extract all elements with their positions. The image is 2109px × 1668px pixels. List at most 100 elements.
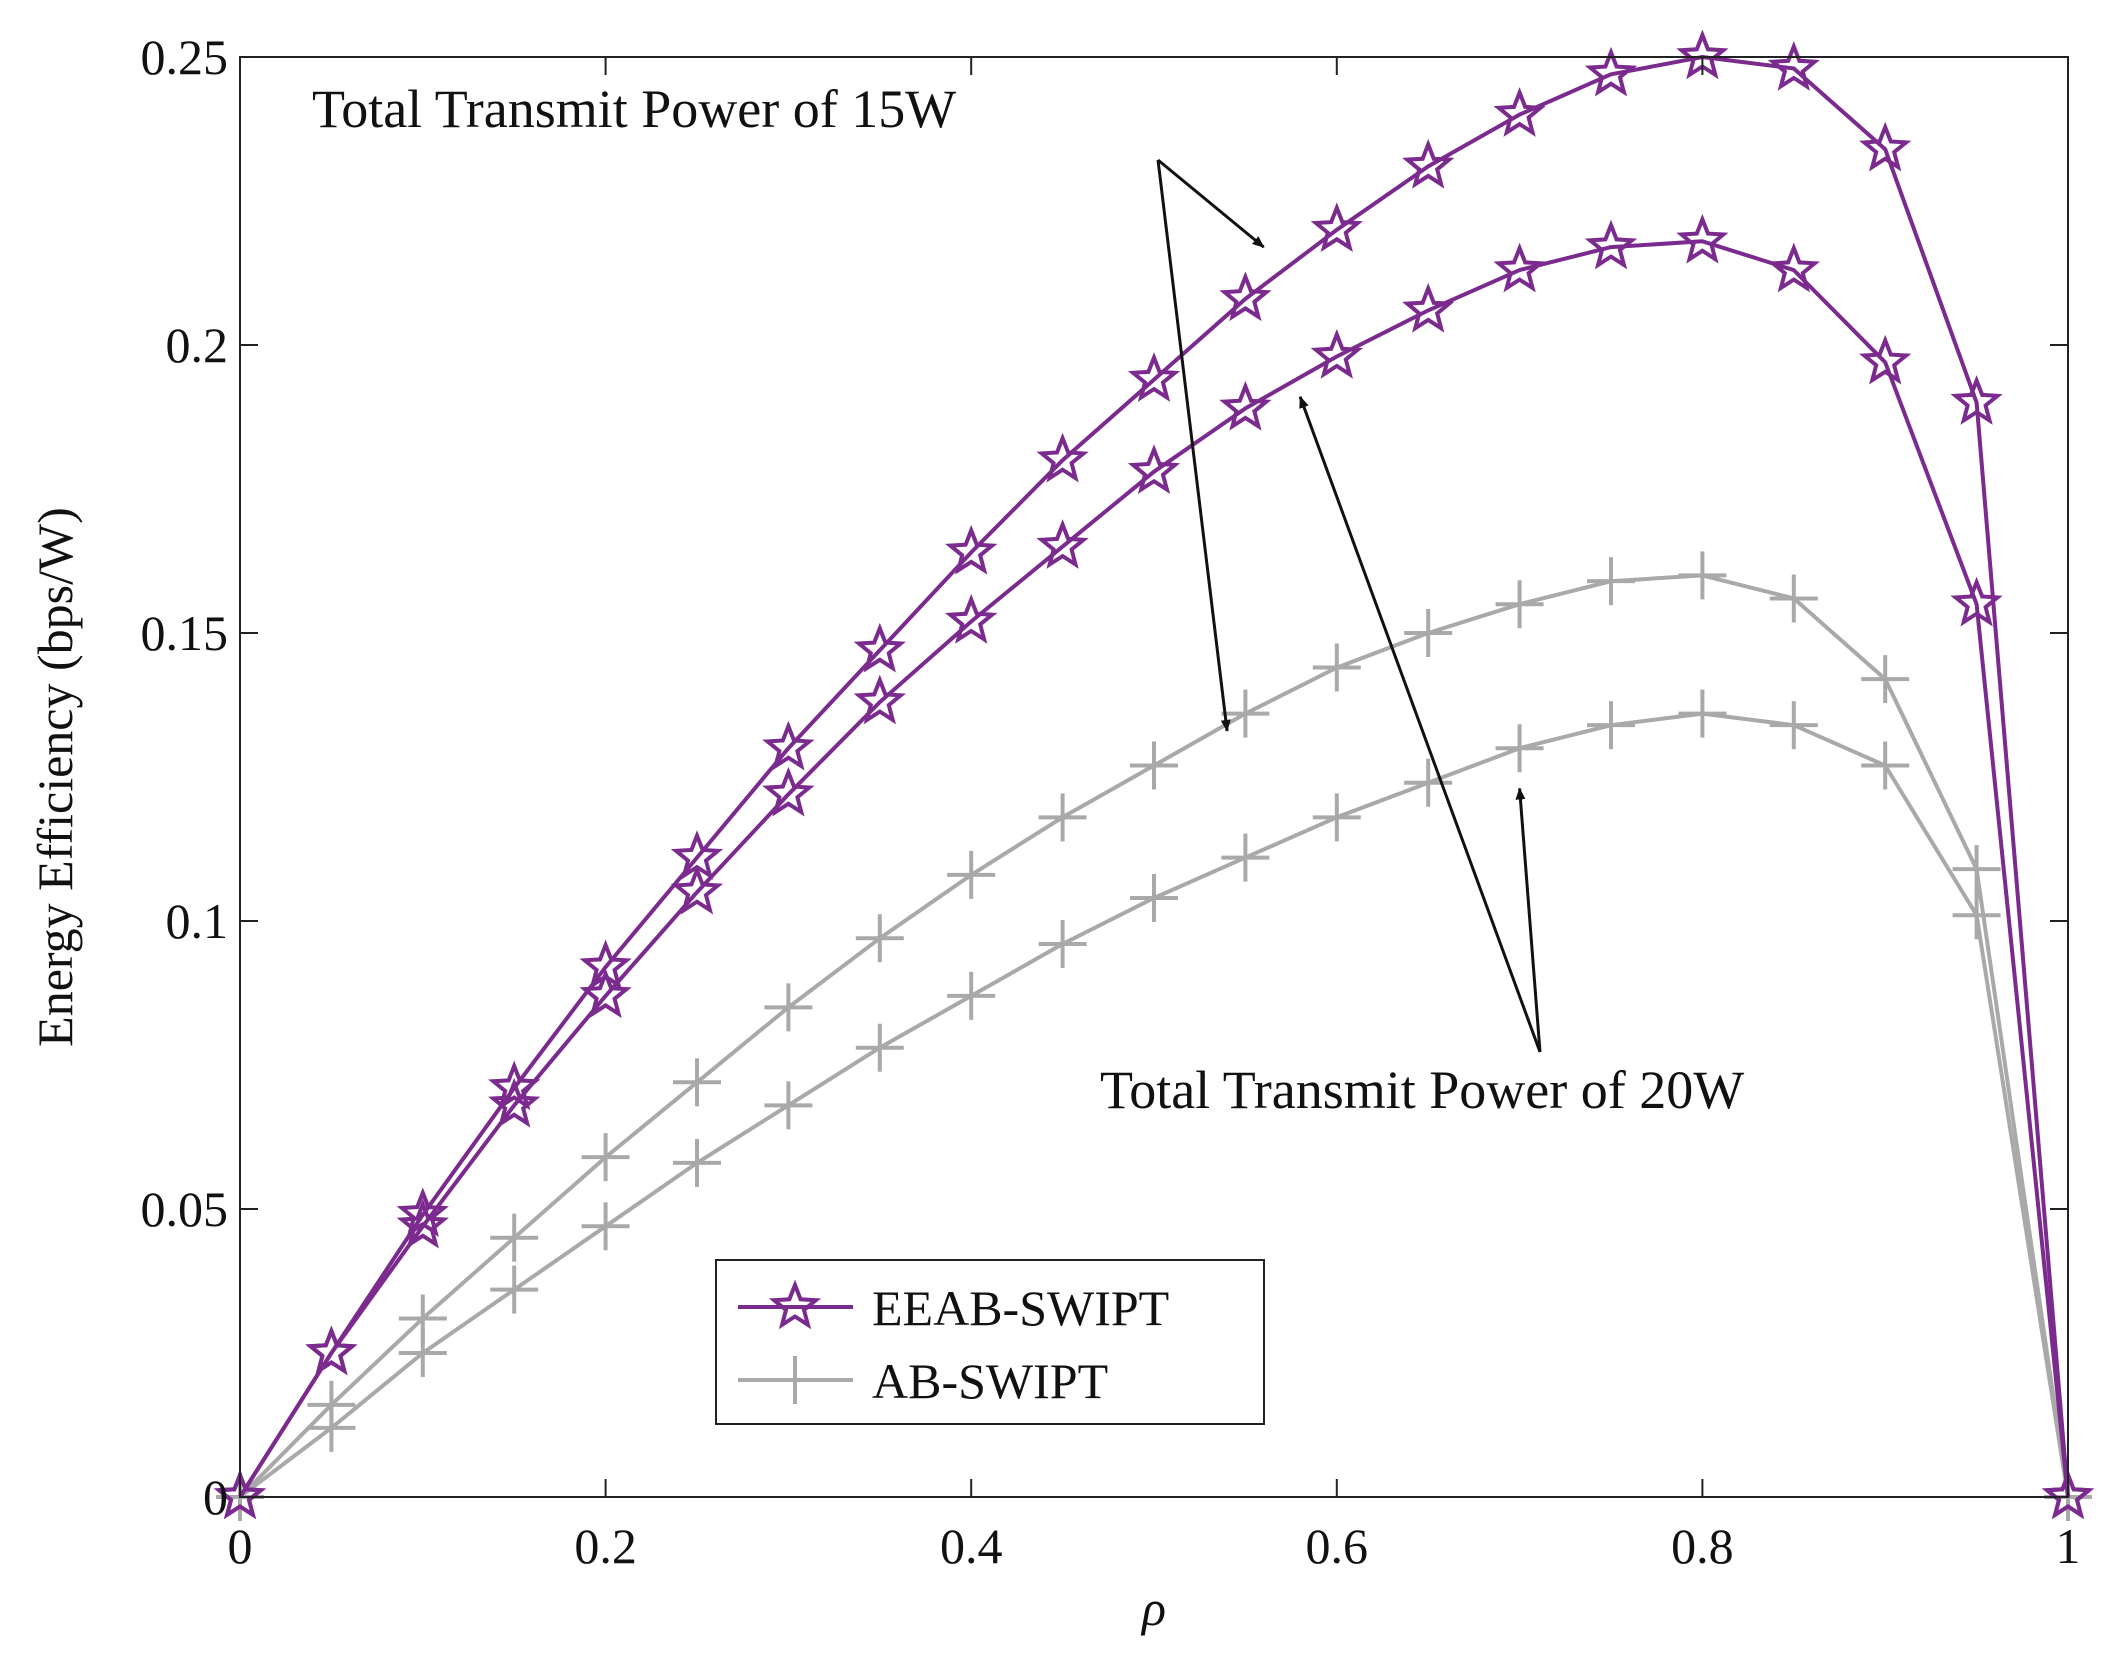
data-point: [1769, 574, 1818, 623]
data-point: [488, 1077, 541, 1128]
data-point: [1952, 845, 2001, 894]
data-point: [1495, 580, 1544, 629]
data-point: [1584, 219, 1638, 270]
data-point: [1130, 873, 1178, 922]
annotation-arrow: [1156, 159, 1231, 732]
data-point: [1587, 557, 1635, 606]
y-tick-label: 0.2: [166, 317, 229, 373]
data-point: [1584, 46, 1638, 97]
data-point: [1859, 121, 1912, 172]
data-point: [945, 524, 998, 575]
data-point: [305, 1325, 358, 1376]
annotation-arrow: [1515, 787, 1542, 1053]
legend-box: [715, 1259, 1265, 1425]
data-point: [1676, 213, 1729, 264]
data-point: [1127, 352, 1181, 402]
data-point: [853, 622, 906, 673]
data-point: [490, 1213, 539, 1262]
data-point: [673, 1138, 721, 1187]
data-point: [1404, 758, 1453, 807]
data-point: [1310, 329, 1363, 379]
data-point: [1036, 432, 1089, 483]
y-tick-label: 0.25: [141, 29, 229, 85]
x-tick-label: 0.6: [1306, 1518, 1369, 1574]
data-point: [945, 594, 998, 644]
data-point: [673, 1058, 721, 1107]
data-point: [670, 864, 724, 915]
data-point: [1038, 793, 1087, 842]
x-axis-title: ρ: [1140, 1580, 1166, 1636]
data-point: [1036, 519, 1089, 569]
x-tick-label: 0.4: [940, 1518, 1003, 1574]
legend-eeab-marker: [768, 1279, 822, 1330]
data-point: [1221, 833, 1270, 882]
data-point: [579, 968, 632, 1019]
annotation-arrow: [1298, 395, 1542, 1053]
data-point: [1404, 609, 1453, 657]
x-tick-label: 0: [228, 1518, 253, 1574]
data-point: [1861, 655, 1910, 704]
annotation-15w-label: Total Transmit Power of 15W: [312, 79, 956, 139]
y-tick-label: 0.1: [166, 893, 229, 949]
data-point: [1038, 920, 1087, 969]
data-point: [764, 1081, 813, 1130]
data-point: [855, 1023, 904, 1072]
x-tick-label: 0.2: [574, 1518, 637, 1574]
data-point: [398, 1329, 447, 1377]
data-point: [1859, 334, 1912, 385]
data-point: [307, 1403, 356, 1452]
data-point: [853, 674, 906, 725]
data-point: [1767, 41, 1820, 91]
data-point: [1402, 138, 1455, 189]
series-eeab-1: [213, 213, 2095, 1520]
data-point: [1950, 576, 2003, 627]
y-axis-title: Energy Efficiency (bps/W): [27, 507, 83, 1047]
data-point: [947, 850, 996, 899]
series-line: [238, 239, 2070, 1499]
y-tick-label: 0.15: [141, 605, 229, 661]
data-point: [1678, 689, 1727, 738]
data-point: [488, 1060, 541, 1111]
data-point: [1221, 689, 1270, 738]
plot-frame: [239, 56, 2069, 1498]
data-point: [1493, 242, 1546, 293]
legend-eeab-label: EEAB-SWIPT: [872, 1280, 1169, 1336]
legend: EEAB-SWIPT AB-SWIPT: [715, 1259, 1265, 1425]
data-point: [581, 1202, 630, 1251]
data-point: [1952, 891, 2001, 940]
data-point: [396, 1198, 449, 1249]
data-point: [1950, 375, 2003, 425]
data-point: [1678, 551, 1727, 600]
y-tick-label: 0: [203, 1469, 228, 1525]
data-point: [1769, 701, 1818, 750]
data-point: [1219, 380, 1272, 431]
data-point: [490, 1265, 539, 1314]
data-point: [1127, 444, 1181, 494]
legend-plus-marker: [771, 1356, 819, 1404]
data-point: [1312, 643, 1361, 692]
x-tick-label: 0.8: [1671, 1518, 1734, 1574]
data-point: [1767, 242, 1820, 293]
data-point: [762, 720, 815, 771]
x-tick-label: 1: [2056, 1518, 2081, 1574]
data-point: [1312, 793, 1361, 842]
annotation-20w-label: Total Transmit Power of 20W: [1100, 1060, 1744, 1120]
legend-star-marker: [768, 1279, 822, 1330]
data-point: [855, 914, 904, 963]
data-point: [581, 1133, 630, 1182]
data-point: [1310, 202, 1363, 253]
legend-ab-marker: [771, 1356, 819, 1404]
data-point: [1587, 701, 1635, 750]
data-point: [764, 983, 813, 1032]
data-point: [2041, 1469, 2095, 1520]
data-point: [762, 766, 815, 817]
data-point: [1130, 741, 1178, 790]
data-point: [1861, 741, 1910, 790]
data-point: [1402, 282, 1455, 333]
data-point: [1493, 87, 1546, 137]
annotations: Total Transmit Power of 15W Total Transm…: [312, 79, 1744, 1120]
data-point: [947, 971, 996, 1020]
data-point: [213, 1469, 267, 1520]
data-point: [1219, 271, 1272, 322]
